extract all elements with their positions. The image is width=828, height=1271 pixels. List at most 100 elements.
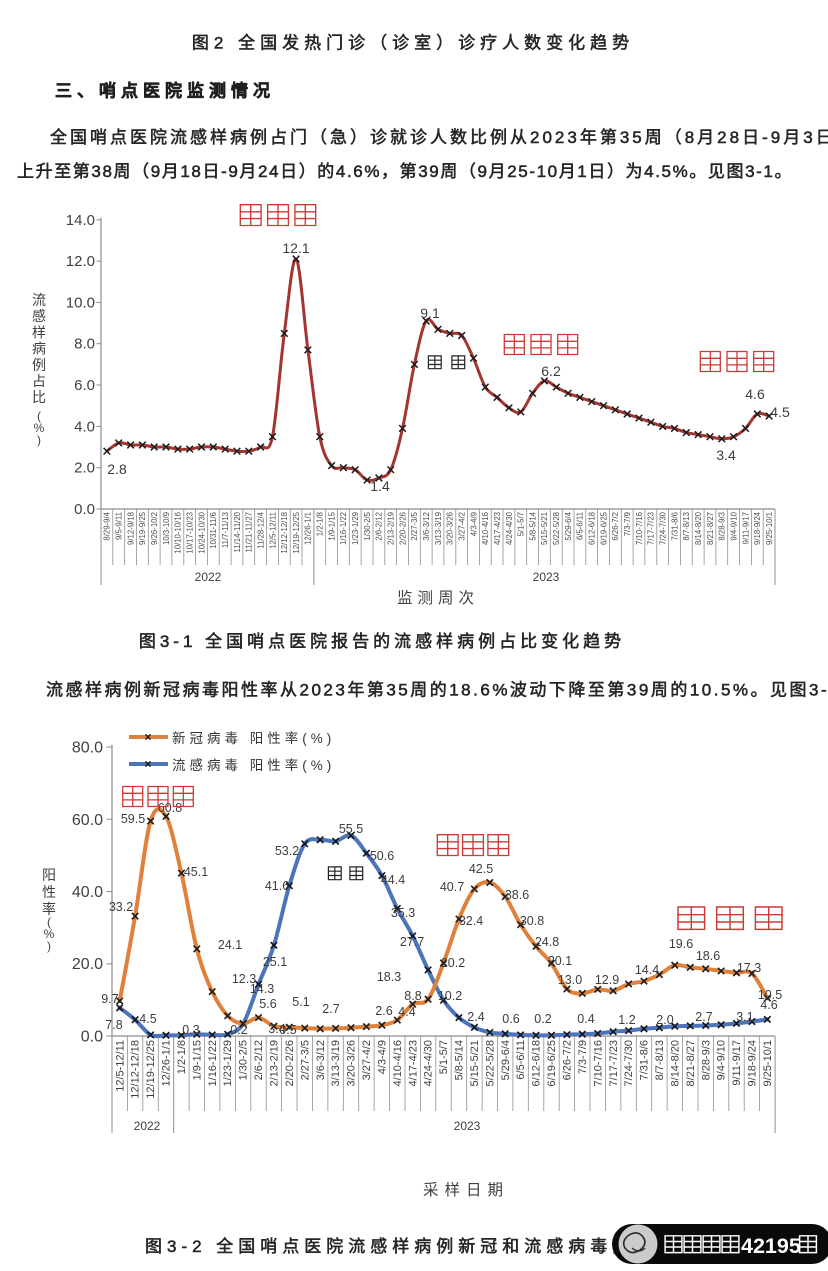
- svg-text:阳: 阳: [42, 867, 56, 883]
- svg-text:59.5: 59.5: [121, 812, 145, 826]
- svg-text:4/17-4/23: 4/17-4/23: [407, 1040, 419, 1086]
- svg-text:1.4: 1.4: [370, 478, 390, 494]
- svg-text:7/31-8/6: 7/31-8/6: [639, 1040, 651, 1080]
- svg-text:9/11-9/17: 9/11-9/17: [731, 1040, 743, 1086]
- svg-text:12/5-12/11: 12/5-12/11: [114, 1040, 126, 1092]
- svg-text:9/11-9/17: 9/11-9/17: [741, 512, 750, 544]
- svg-text:7/17-7/23: 7/17-7/23: [608, 1040, 620, 1086]
- svg-text:2/6-2/12: 2/6-2/12: [375, 512, 384, 541]
- svg-text:5/1-5/7: 5/1-5/7: [438, 1040, 450, 1074]
- svg-text:例: 例: [32, 357, 46, 373]
- svg-text:图3-2 全国哨点医院流感样病例新冠和流感病毒阳性率变化趋势: 图3-2 全国哨点医院流感样病例新冠和流感病毒阳性率变化趋势: [145, 1237, 766, 1256]
- svg-text:12.3: 12.3: [232, 972, 256, 986]
- svg-text:8/21-8/27: 8/21-8/27: [685, 1040, 697, 1086]
- svg-text:0.0: 0.0: [74, 501, 95, 518]
- svg-text:35.3: 35.3: [391, 906, 415, 920]
- svg-text:14.4: 14.4: [635, 963, 659, 977]
- svg-text:12.0: 12.0: [66, 253, 95, 270]
- svg-text:2022: 2022: [134, 1119, 161, 1133]
- svg-text:12/26-1/1: 12/26-1/1: [304, 512, 313, 545]
- svg-text:24.1: 24.1: [218, 938, 242, 952]
- svg-text:5/1-5/7: 5/1-5/7: [517, 512, 526, 536]
- svg-text:2.7: 2.7: [695, 1010, 712, 1024]
- svg-text:8/7-8/13: 8/7-8/13: [654, 1040, 666, 1080]
- svg-text:60.0: 60.0: [72, 812, 103, 829]
- svg-text:3/6-3/12: 3/6-3/12: [315, 1040, 327, 1080]
- svg-text:2.8: 2.8: [107, 461, 127, 477]
- svg-text:53.2: 53.2: [275, 844, 299, 858]
- svg-text:6.2: 6.2: [541, 363, 561, 379]
- svg-text:2.6: 2.6: [375, 1004, 392, 1018]
- svg-text:1.2: 1.2: [618, 1013, 635, 1027]
- svg-text:11/7-11/13: 11/7-11/13: [221, 512, 230, 548]
- svg-text:10.5: 10.5: [758, 988, 782, 1002]
- svg-text:9/4-9/10: 9/4-9/10: [729, 511, 738, 540]
- svg-text:3.4: 3.4: [716, 447, 736, 463]
- svg-text:33.2: 33.2: [109, 900, 133, 914]
- svg-text:): ): [47, 939, 51, 953]
- svg-text:1/16-1/22: 1/16-1/22: [207, 1040, 219, 1086]
- svg-text:上升至第38周（9月18日-9月24日）的4.6%，第39周: 上升至第38周（9月18日-9月24日）的4.6%，第39周（9月25-10月1…: [17, 162, 793, 181]
- svg-text:7/3-7/9: 7/3-7/9: [623, 512, 632, 536]
- svg-text:3/27-4/2: 3/27-4/2: [361, 1040, 373, 1080]
- svg-text:%: %: [34, 421, 45, 435]
- svg-text:5/8-5/14: 5/8-5/14: [454, 1040, 466, 1080]
- svg-text:4.5: 4.5: [770, 404, 790, 420]
- svg-text:1/23-1/29: 1/23-1/29: [222, 1040, 234, 1086]
- svg-text:19.6: 19.6: [669, 937, 693, 951]
- svg-text:7/3-7/9: 7/3-7/9: [577, 1040, 589, 1074]
- svg-text:6/19-6/25: 6/19-6/25: [599, 511, 608, 545]
- svg-text:9/4-9/10: 9/4-9/10: [716, 1040, 728, 1080]
- svg-text:病: 病: [32, 341, 46, 357]
- svg-text:(: (: [37, 409, 41, 423]
- svg-text:8.0: 8.0: [74, 336, 95, 353]
- svg-text:%: %: [44, 927, 55, 941]
- svg-text:0.0: 0.0: [81, 1029, 103, 1046]
- svg-text:4.5: 4.5: [139, 1012, 156, 1026]
- svg-text:5/29-6/4: 5/29-6/4: [500, 1040, 512, 1080]
- svg-text:10/31-11/6: 10/31-11/6: [209, 512, 218, 549]
- svg-text:比: 比: [32, 389, 46, 405]
- svg-text:4.0: 4.0: [74, 418, 95, 435]
- svg-text:监测周次: 监测周次: [397, 589, 479, 607]
- svg-text:0.4: 0.4: [577, 1012, 594, 1026]
- svg-text:2023: 2023: [454, 1119, 481, 1133]
- svg-text:9/12-9/18: 9/12-9/18: [126, 512, 135, 545]
- svg-text:图3-1 全国哨点医院报告的流感样病例占比变化趋势: 图3-1 全国哨点医院报告的流感样病例占比变化趋势: [139, 632, 625, 651]
- svg-text:6/19-6/25: 6/19-6/25: [546, 1040, 558, 1086]
- svg-text:2023: 2023: [533, 570, 560, 584]
- svg-text:32.4: 32.4: [459, 914, 483, 928]
- svg-text:10/10-10/16: 10/10-10/16: [174, 512, 183, 554]
- svg-text:7/10-7/16: 7/10-7/16: [635, 512, 644, 545]
- svg-text:8.8: 8.8: [404, 989, 421, 1003]
- svg-text:20.1: 20.1: [548, 954, 572, 968]
- svg-text:2.0: 2.0: [656, 1013, 673, 1027]
- svg-text:5/22-5/28: 5/22-5/28: [484, 1040, 496, 1086]
- svg-text:4/24-4/30: 4/24-4/30: [423, 1040, 435, 1086]
- svg-text:3/27-4/2: 3/27-4/2: [458, 512, 467, 541]
- svg-text:30.8: 30.8: [520, 914, 544, 928]
- svg-text:12/19-12/25: 12/19-12/25: [145, 1040, 157, 1099]
- svg-text:1/23-1/29: 1/23-1/29: [351, 512, 360, 545]
- svg-text:5/15-5/21: 5/15-5/21: [540, 512, 549, 545]
- svg-text:7.8: 7.8: [105, 1018, 122, 1032]
- svg-text:9/19-9/25: 9/19-9/25: [138, 511, 147, 545]
- svg-text:3.1: 3.1: [736, 1010, 753, 1024]
- svg-text:38.6: 38.6: [505, 888, 529, 902]
- svg-text:7/10-7/16: 7/10-7/16: [592, 1040, 604, 1086]
- svg-text:18.3: 18.3: [377, 970, 401, 984]
- svg-text:4/10-4/16: 4/10-4/16: [481, 512, 490, 545]
- svg-text:5/22-5/28: 5/22-5/28: [552, 512, 561, 545]
- svg-text:10/3-10/9: 10/3-10/9: [162, 512, 171, 545]
- svg-text:60.8: 60.8: [158, 801, 182, 815]
- svg-text:9/18-9/24: 9/18-9/24: [747, 1040, 759, 1086]
- svg-text:18.6: 18.6: [696, 949, 720, 963]
- svg-text:12/12-12/18: 12/12-12/18: [280, 512, 289, 554]
- svg-text:3.4: 3.4: [268, 1022, 285, 1036]
- svg-text:5.6: 5.6: [259, 997, 276, 1011]
- svg-text:率: 率: [42, 901, 56, 917]
- svg-text:1/9-1/15: 1/9-1/15: [191, 1040, 203, 1080]
- svg-text:8/28-9/3: 8/28-9/3: [700, 1040, 712, 1080]
- svg-text:0.6: 0.6: [502, 1012, 519, 1026]
- svg-text:): ): [37, 433, 41, 447]
